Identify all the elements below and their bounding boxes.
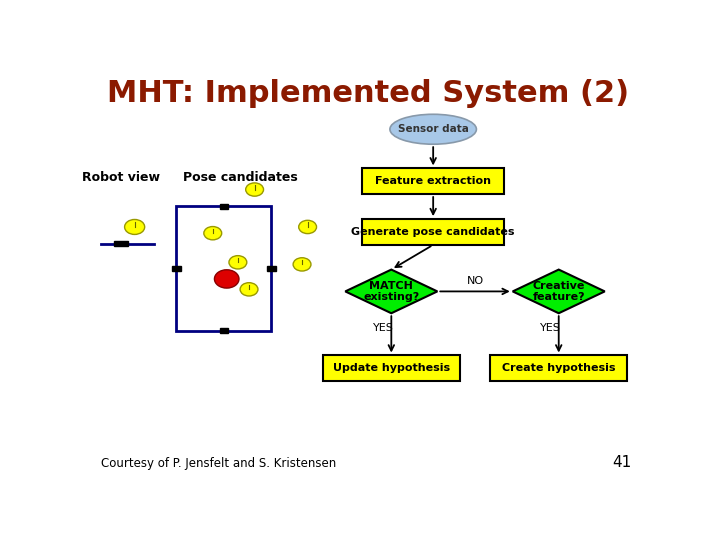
Bar <box>172 266 181 271</box>
Text: Update hypothesis: Update hypothesis <box>333 363 450 373</box>
Ellipse shape <box>390 114 477 144</box>
Bar <box>267 266 276 271</box>
Bar <box>220 328 228 333</box>
Bar <box>114 241 127 246</box>
Text: YES: YES <box>372 323 393 333</box>
Circle shape <box>229 255 247 269</box>
Text: Sensor data: Sensor data <box>397 124 469 134</box>
Text: NO: NO <box>467 276 484 286</box>
Circle shape <box>246 183 264 196</box>
Bar <box>490 355 627 381</box>
Text: Creative
feature?: Creative feature? <box>532 281 585 302</box>
Bar <box>176 206 271 331</box>
Text: Create hypothesis: Create hypothesis <box>502 363 616 373</box>
Bar <box>362 219 504 245</box>
Text: Pose candidates: Pose candidates <box>184 171 298 184</box>
Circle shape <box>293 258 311 271</box>
Bar <box>323 355 459 381</box>
Polygon shape <box>513 269 605 313</box>
Bar <box>362 168 504 194</box>
Circle shape <box>204 227 222 240</box>
Text: MHT: Implemented System (2): MHT: Implemented System (2) <box>107 79 629 109</box>
Text: MATCH
existing?: MATCH existing? <box>363 281 420 302</box>
Text: Robot view: Robot view <box>81 171 160 184</box>
Text: YES: YES <box>540 323 561 333</box>
Bar <box>220 204 228 208</box>
Polygon shape <box>346 269 437 313</box>
Circle shape <box>125 219 145 234</box>
Text: Feature extraction: Feature extraction <box>375 176 491 186</box>
Text: Generate pose candidates: Generate pose candidates <box>351 227 515 237</box>
Circle shape <box>215 270 239 288</box>
Circle shape <box>240 282 258 296</box>
Text: Courtesy of P. Jensfelt and S. Kristensen: Courtesy of P. Jensfelt and S. Kristense… <box>101 457 336 470</box>
Text: 41: 41 <box>612 455 631 470</box>
Circle shape <box>299 220 317 234</box>
